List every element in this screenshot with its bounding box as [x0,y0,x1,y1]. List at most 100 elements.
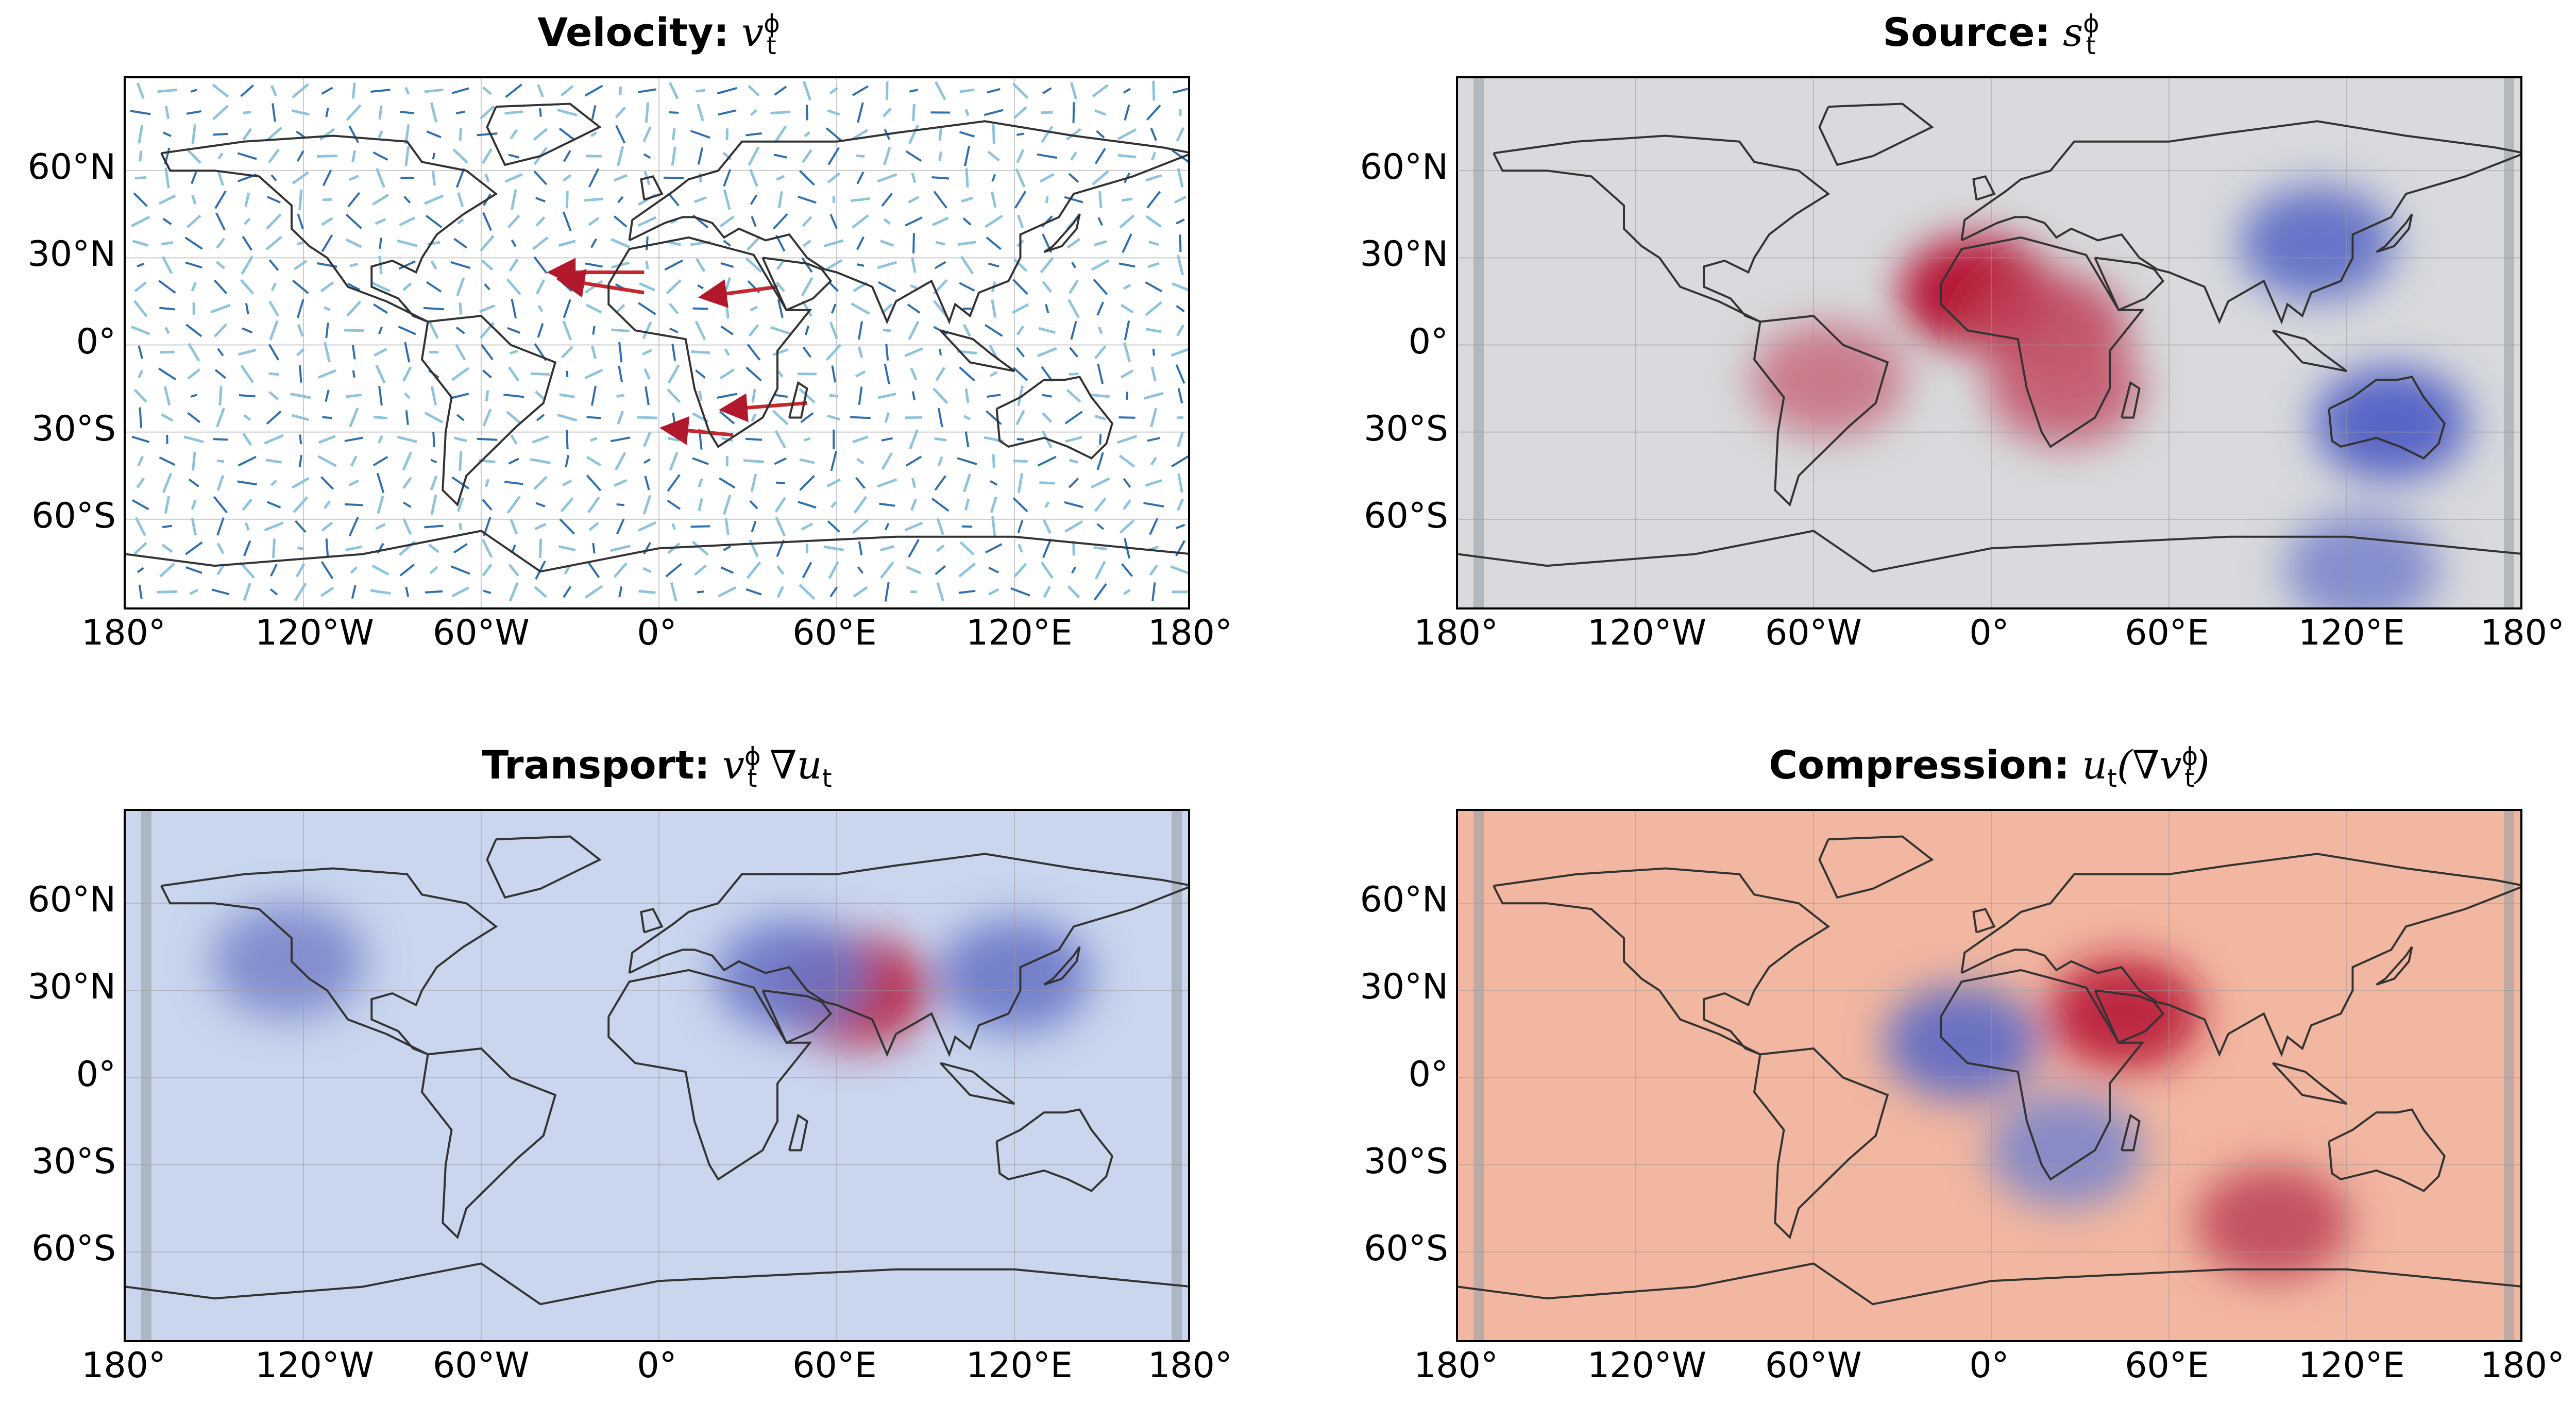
vector-arrow [216,459,225,463]
vector-arrow [857,346,863,358]
vector-arrow [402,366,412,382]
vector-arrow [216,517,225,536]
coastline [160,134,498,323]
vector-arrow [853,586,868,598]
vector-arrow [1145,215,1162,228]
vector-arrow [237,480,258,486]
vector-arrow [238,348,257,356]
vector-arrow [162,472,173,493]
vector-arrow [745,588,762,596]
vector-arrow [991,174,996,182]
vector-arrow [214,190,227,209]
vector-arrow [270,479,278,486]
vector-arrow [856,171,865,184]
vector-arrow [190,89,197,93]
vector-arrow [1179,234,1182,252]
coastline [2376,946,2413,986]
vector-arrow [163,131,172,138]
vector-arrow [643,458,651,464]
vector-arrow [482,369,493,379]
vector-arrow [1116,435,1138,444]
vector-arrow [297,546,304,551]
vector-arrow [265,126,283,142]
vector-arrow [430,386,437,405]
vector-arrow [987,88,1001,94]
map-svg-source [1458,78,2520,607]
vector-arrow [1171,455,1188,467]
vector-arrow [428,543,439,553]
vector-arrow [1016,132,1024,136]
vector-arrow [268,344,280,361]
vector-arrow [590,345,597,359]
vector-arrow [217,348,224,357]
vector-arrow [619,87,622,95]
vector-arrow [885,522,890,531]
x-tick-label: 180° [2480,1345,2565,1386]
vector-arrow [1118,262,1136,268]
vector-arrow [936,544,945,552]
vector-arrow [424,88,444,93]
vector-arrow [557,108,578,117]
vector-arrow [989,370,998,377]
vector-arrow [884,363,890,384]
vector-arrow [668,111,679,114]
vector-arrow [245,303,249,314]
vector-arrow [1041,125,1054,143]
vector-arrow [666,279,682,295]
heatmap-blob [1751,323,1906,437]
vector-arrow [405,410,409,425]
x-tick-label: 60°W [433,1345,530,1386]
vector-arrow [351,345,356,360]
vector-arrow [267,196,281,204]
vector-arrow [749,168,758,187]
vector-arrow [136,477,145,488]
vector-arrow [592,326,596,335]
vector-arrow [934,475,946,491]
vector-arrow [1064,501,1083,509]
vector-arrow [643,368,651,380]
vector-arrow [399,564,415,577]
vector-arrow [802,346,812,358]
vector-arrow [1091,259,1110,271]
vector-arrow [1064,196,1083,204]
coastline [1940,969,2145,1181]
vector-arrow [190,394,197,398]
vector-arrow [1146,191,1161,209]
transport-title-extra-sub: t [822,764,832,793]
vector-arrow [1176,255,1184,276]
vector-arrow [958,562,976,578]
map-svg-compression [1458,811,2520,1340]
vector-arrow [637,216,657,227]
vector-arrow [910,367,918,381]
vector-arrow [692,540,709,556]
vector-arrow [506,278,521,296]
strong-vector [718,393,807,422]
vector-arrow [960,256,974,275]
vector-arrow [931,498,950,512]
vector-arrow [455,110,465,115]
vector-arrow [910,498,918,511]
vector-arrow [1150,127,1157,141]
vector-arrow [1177,416,1184,419]
coastline [2328,376,2446,460]
vector-arrow [615,107,626,119]
vector-arrow [670,582,677,602]
x-tick-label: 180° [1148,613,1232,653]
coastline [2094,257,2165,312]
vector-arrow [457,218,464,225]
vector-arrow [324,500,331,510]
x-tick-label: 60°W [1765,613,1862,653]
vector-arrow [1150,456,1157,466]
vector-arrow [158,367,176,381]
vector-arrow [644,476,650,490]
vector-arrow [430,475,438,491]
vector-arrow [722,151,732,161]
vector-arrow [695,258,706,273]
vector-arrow [347,192,361,208]
vector-arrow [959,366,975,382]
vector-arrow [270,282,277,292]
vector-arrow [379,238,382,249]
x-tick-label: 180° [1414,613,1498,653]
vector-arrow [855,477,866,489]
vector-arrow [561,346,573,359]
